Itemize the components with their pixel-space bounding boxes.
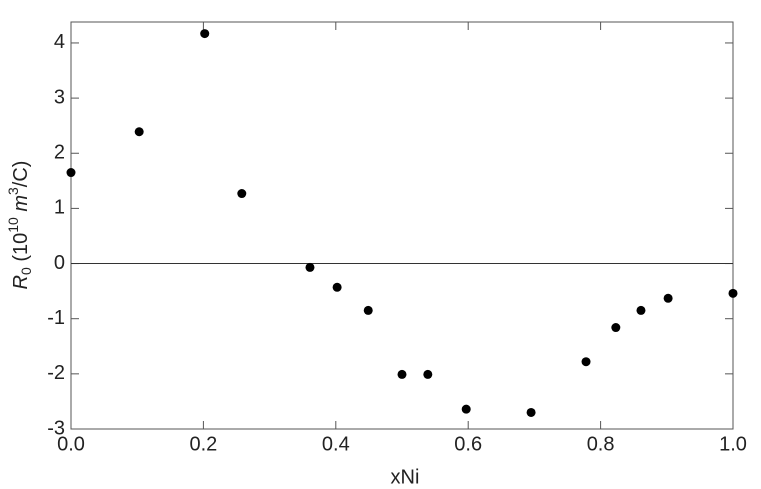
y-tick-label: -1 (47, 307, 65, 329)
y-tick-label: -2 (47, 362, 65, 384)
x-axis-label: xNi (391, 466, 420, 488)
data-point (526, 407, 536, 417)
data-point (728, 288, 738, 298)
data-point (305, 262, 315, 272)
y-label-part: 10 (5, 217, 21, 233)
y-tick-label: 1 (54, 197, 65, 219)
y-label-part: R (10, 275, 32, 289)
data-point (636, 305, 646, 315)
data-point (237, 189, 247, 199)
x-tick-label: 0.4 (322, 433, 350, 455)
y-label-part: /C) (10, 161, 32, 188)
data-point (581, 357, 591, 367)
data-point (423, 369, 433, 379)
data-point (461, 404, 471, 414)
data-point (663, 293, 673, 303)
y-tick-label: 0 (54, 252, 65, 274)
x-tick-label: 0.2 (189, 433, 217, 455)
y-axis-label: R0 (1010 m3/C) (5, 161, 34, 290)
data-point (332, 282, 342, 292)
y-label-part: (10 (10, 233, 32, 267)
data-point (66, 168, 76, 178)
data-point (611, 323, 621, 333)
data-point (200, 29, 210, 39)
y-label-part: 3 (5, 187, 21, 195)
x-tick-label: 0.8 (587, 433, 615, 455)
y-tick-label: 3 (54, 86, 65, 108)
x-tick-label: 0.6 (454, 433, 482, 455)
y-label-part: 0 (18, 267, 34, 275)
y-tick-label: -3 (47, 417, 65, 439)
x-tick-label: 0.0 (57, 433, 85, 455)
y-tick-label: 4 (54, 31, 65, 53)
data-point (397, 369, 407, 379)
data-point (134, 127, 144, 137)
data-point (363, 305, 373, 315)
plot-frame (70, 21, 734, 430)
y-label-part: m (10, 195, 32, 217)
y-tick-label: 2 (54, 142, 65, 164)
x-tick-label: 1.0 (719, 433, 747, 455)
